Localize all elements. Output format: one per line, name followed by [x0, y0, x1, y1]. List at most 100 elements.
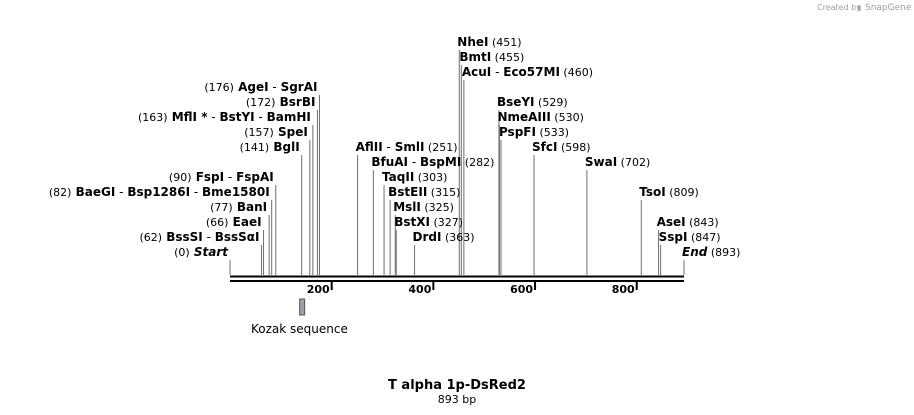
site-msli: MslI (325): [393, 200, 454, 214]
site-label-bgli: (141) BglI: [240, 140, 300, 154]
enzyme-name-sgrai: SgrAI: [281, 80, 318, 94]
site-mfli: (163) MflI * - BstYI - BamHI: [138, 110, 311, 124]
site-aflii: AflII - SmlI (251): [356, 140, 458, 154]
enzyme-name-sspi: SspI: [659, 230, 688, 244]
site-label-nmeaiii: NmeAIII (530): [497, 110, 583, 124]
site-label-swai: SwaI (702): [585, 155, 650, 169]
axis-tick-label-800: 800: [612, 283, 635, 296]
site-end: End (893): [682, 245, 740, 259]
site-position: (77): [210, 201, 233, 214]
site-label-bani: (77) BanI: [210, 200, 267, 214]
site-label-bstxi: BstXI (327): [394, 215, 463, 229]
enzyme-name-msli: MslI: [393, 200, 421, 214]
site-position: (303): [414, 171, 447, 184]
credit-brand: SnapGene: [865, 3, 912, 13]
site-position: (163): [138, 111, 168, 124]
kozak-feature: Kozak sequence: [251, 298, 348, 336]
site-bani: (77) BanI: [210, 200, 267, 214]
enzyme-name-bamhi: BamHI: [267, 110, 311, 124]
site-separator: -: [115, 185, 127, 199]
enzyme-name-drdi: DrdI: [413, 230, 442, 244]
site-bsssi: (62) BssSI - BssSαI: [139, 230, 259, 244]
map-title: T alpha 1p-DsRed2: [388, 378, 526, 393]
enzyme-name-bstyi: BstYI: [219, 110, 254, 124]
site-position: (141): [240, 141, 270, 154]
site-position: (533): [536, 126, 569, 139]
sequence-backbone: [230, 275, 684, 282]
site-bgli: (141) BglI: [240, 140, 300, 154]
enzyme-name-nmeaiii: NmeAIII: [497, 110, 550, 124]
enzyme-name-pspfi: PspFI: [499, 125, 536, 139]
site-label-aflii: AflII - SmlI (251): [356, 140, 458, 154]
site-position: (157): [244, 126, 274, 139]
site-tsoi: TsoI (809): [639, 185, 699, 199]
enzyme-name-bstxi: BstXI: [394, 215, 430, 229]
site-position: (455): [491, 51, 524, 64]
site-label-baegi: (82) BaeGI - Bsp1286I - Bme1580I: [49, 185, 270, 199]
site-asei: AseI (843): [657, 215, 719, 229]
credit-text: Created by: [817, 3, 861, 12]
site-separator: -: [269, 80, 281, 94]
site-position: (0): [174, 246, 190, 259]
enzyme-name-bgli: BglI: [269, 140, 300, 154]
site-bstxi: BstXI (327): [394, 215, 463, 229]
site-position: (172): [246, 96, 276, 109]
site-label-fspi: (90) FspI - FspAI: [169, 170, 274, 184]
site-label-tsoi: TsoI (809): [639, 185, 699, 199]
axis-tick-label-200: 200: [307, 283, 330, 296]
enzyme-name-bani: BanI: [233, 200, 267, 214]
site-label-bsrbi: (172) BsrBI: [246, 95, 316, 109]
site-label-asei: AseI (843): [657, 215, 719, 229]
enzyme-name-eaei: EaeI: [228, 215, 261, 229]
enzyme-name-spei: SpeI: [274, 125, 308, 139]
site-label-taqii: TaqII (303): [382, 170, 447, 184]
site-label-bseyi: BseYI (529): [497, 95, 568, 109]
enzyme-name-bfuai: BfuAI: [371, 155, 408, 169]
site-baegi: (82) BaeGI - Bsp1286I - Bme1580I: [49, 185, 270, 199]
site-position: (176): [204, 81, 234, 94]
snapgene-logo-icon: ◖: [857, 3, 861, 12]
enzyme-name-fspi: FspI: [192, 170, 225, 184]
site-position: (90): [169, 171, 192, 184]
site-label-spei: (157) SpeI: [244, 125, 308, 139]
axis-tick-label-400: 400: [408, 283, 431, 296]
site-drdi: DrdI (363): [413, 230, 475, 244]
site-position: (809): [666, 186, 699, 199]
site-swai: SwaI (702): [585, 155, 650, 169]
site-position: (66): [206, 216, 229, 229]
site-label-bmti: BmtI (455): [459, 50, 524, 64]
site-sspi: SspI (847): [659, 230, 721, 244]
site-separator: -: [383, 140, 395, 154]
site-position: (702): [617, 156, 650, 169]
enzyme-name-bsteii: BstEII: [388, 185, 427, 199]
site-label-start: (0) Start: [174, 245, 229, 259]
site-acui: AcuI - Eco57MI (460): [462, 65, 593, 79]
site-position: (847): [687, 231, 720, 244]
site-taqii: TaqII (303): [382, 170, 447, 184]
site-pspfi: PspFI (533): [499, 125, 569, 139]
site-separator: -: [190, 185, 202, 199]
site-position: (893): [707, 246, 740, 259]
site-labels: (0) Start(62) BssSI - BssSαI DrdI (363) (6…: [49, 35, 741, 259]
site-position: (251): [424, 141, 457, 154]
enzyme-name-fspai: FspAI: [236, 170, 274, 184]
site-label-sspi: SspI (847): [659, 230, 721, 244]
enzyme-name-end: End: [682, 245, 708, 259]
enzyme-name-bsp1286i: Bsp1286I: [127, 185, 190, 199]
enzyme-name-eco57mi: Eco57MI: [503, 65, 560, 79]
site-position: (282): [461, 156, 494, 169]
map-length: 893 bp: [438, 393, 476, 406]
site-label-nhei: NheI (451): [457, 35, 521, 49]
enzyme-name-bspmi: BspMI: [420, 155, 461, 169]
enzyme-name-bsssi: BssSI: [162, 230, 203, 244]
enzyme-name-tsoi: TsoI: [639, 185, 665, 199]
site-position: (451): [488, 36, 521, 49]
enzyme-name-baegi: BaeGI: [71, 185, 115, 199]
site-label-sfci: SfcI (598): [532, 140, 591, 154]
site-nmeaiii: NmeAIII (530): [497, 110, 583, 124]
enzyme-name-bsss-i: BssSαI: [215, 230, 260, 244]
site-separator: -: [408, 155, 420, 169]
enzyme-name-agei: AgeI: [234, 80, 269, 94]
site-label-mfli: (163) MflI * - BstYI - BamHI: [138, 110, 311, 124]
